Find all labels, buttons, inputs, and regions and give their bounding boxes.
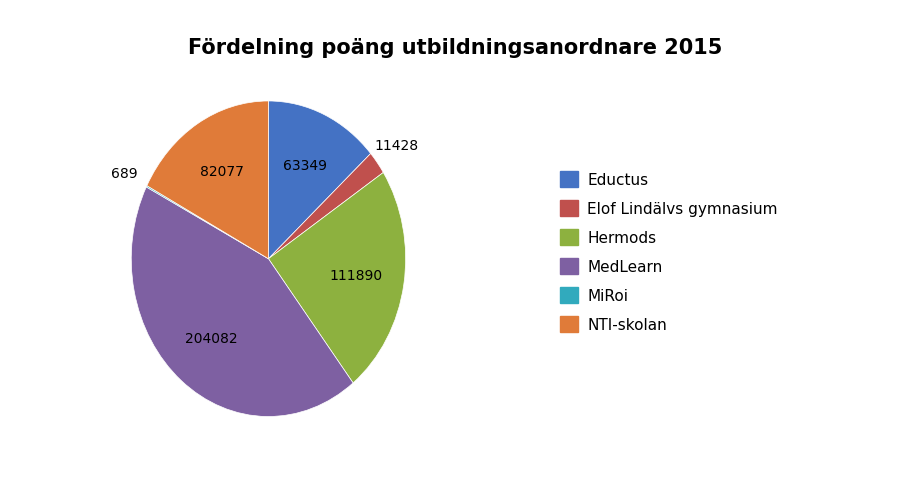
Wedge shape — [131, 188, 353, 417]
Text: 111890: 111890 — [329, 269, 383, 283]
Text: 689: 689 — [111, 167, 138, 181]
Legend: Eductus, Elof Lindälvs gymnasium, Hermods, MedLearn, MiRoi, NTI-skolan: Eductus, Elof Lindälvs gymnasium, Hermod… — [553, 166, 784, 338]
Wedge shape — [268, 154, 383, 259]
Wedge shape — [268, 173, 406, 383]
Text: 82077: 82077 — [200, 165, 244, 179]
Wedge shape — [147, 186, 268, 259]
Text: 63349: 63349 — [283, 159, 327, 173]
Text: Fördelning poäng utbildningsanordnare 2015: Fördelning poäng utbildningsanordnare 20… — [187, 38, 723, 59]
Wedge shape — [147, 102, 268, 259]
Wedge shape — [268, 102, 370, 259]
Text: 11428: 11428 — [375, 139, 419, 153]
Text: 204082: 204082 — [186, 331, 238, 345]
